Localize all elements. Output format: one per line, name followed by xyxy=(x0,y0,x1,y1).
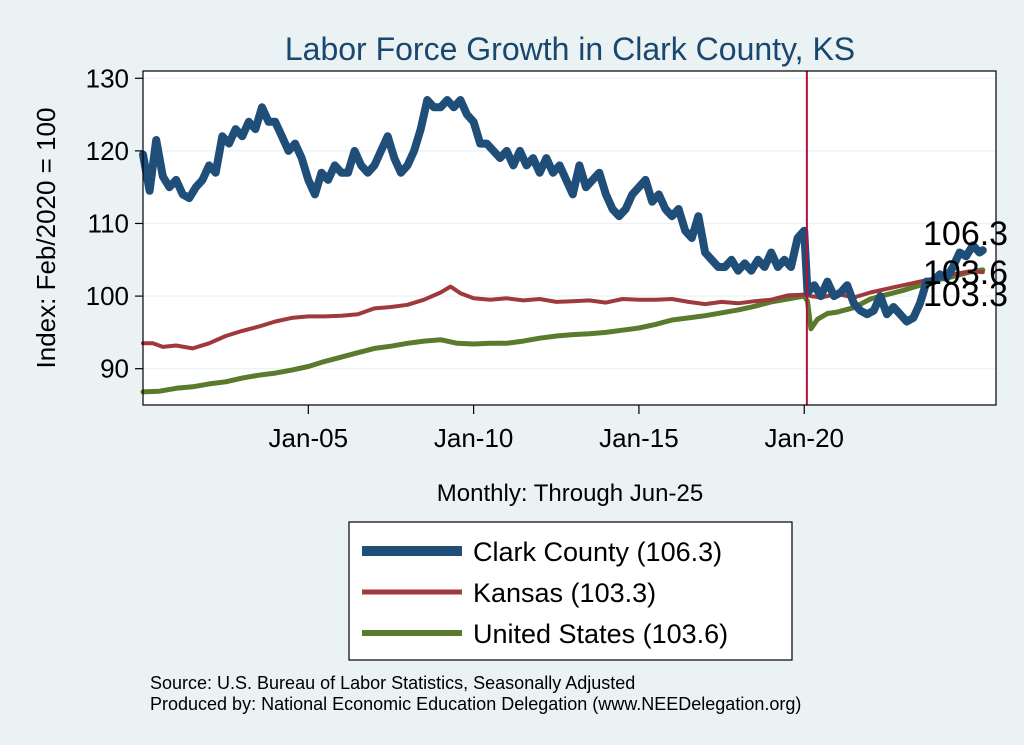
series-layer xyxy=(139,96,987,395)
y-tick-label-100: 100 xyxy=(86,281,129,311)
series-line-united-states xyxy=(140,267,986,395)
legend-label-kansas: Kansas (103.3) xyxy=(473,578,656,608)
x-tick-label-Jan-05: Jan-05 xyxy=(269,423,349,453)
legend-label-us: United States (103.6) xyxy=(473,619,728,649)
y-axis: 90 100 110 120 130 xyxy=(86,63,143,384)
plot-frame xyxy=(142,70,997,406)
x-tick-label-Jan-15: Jan-15 xyxy=(599,423,679,453)
legend: Clark County (106.3) Kansas (103.3) Unit… xyxy=(348,521,793,661)
x-tick-label-Jan-10: Jan-10 xyxy=(434,423,514,453)
legend-label-clark: Clark County (106.3) xyxy=(473,537,722,567)
x-tick-label-Jan-20: Jan-20 xyxy=(764,423,844,453)
end-label-us: 103.6 xyxy=(923,254,1008,292)
series-line-clark-county xyxy=(139,96,987,326)
y-tick-label-120: 120 xyxy=(86,136,129,166)
plot-area xyxy=(143,71,996,405)
y-tick-label-90: 90 xyxy=(100,354,129,384)
x-axis-label: Monthly: Through Jun-25 xyxy=(437,480,703,507)
produced-note: Produced by: National Economic Education… xyxy=(150,694,801,714)
y-tick-label-130: 130 xyxy=(86,63,129,93)
y-tick-label-110: 110 xyxy=(88,208,129,238)
chart-title: Labor Force Growth in Clark County, KS xyxy=(285,31,855,67)
source-note: Source: U.S. Bureau of Labor Statistics,… xyxy=(150,673,635,693)
end-label-clark: 106.3 xyxy=(923,215,1008,253)
y-axis-label: Index: Feb/2020 = 100 xyxy=(31,108,61,369)
end-label-kansas: 103.3 xyxy=(923,276,1008,314)
x-axis: Jan-05 Jan-10 Jan-15 Jan-20 xyxy=(269,405,844,453)
